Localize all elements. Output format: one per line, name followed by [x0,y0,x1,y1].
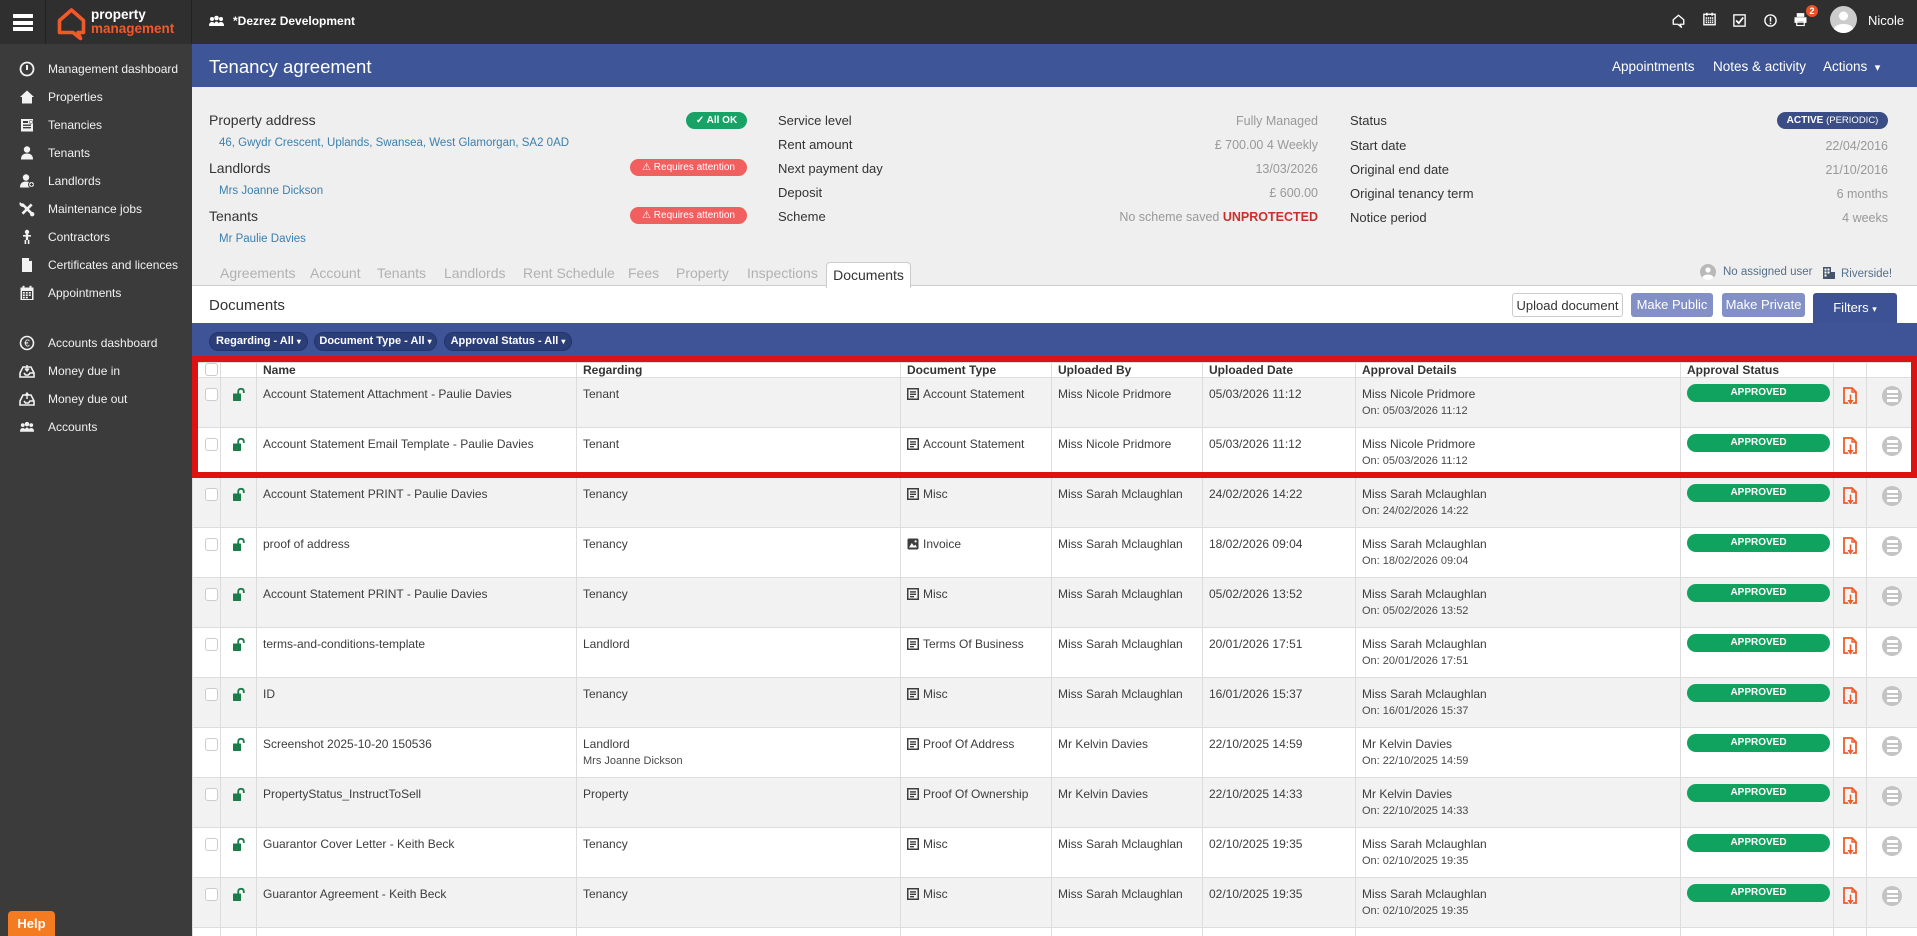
svg-text:€: € [24,339,30,350]
svg-text:management: management [91,21,175,36]
svg-text:property: property [91,7,146,22]
